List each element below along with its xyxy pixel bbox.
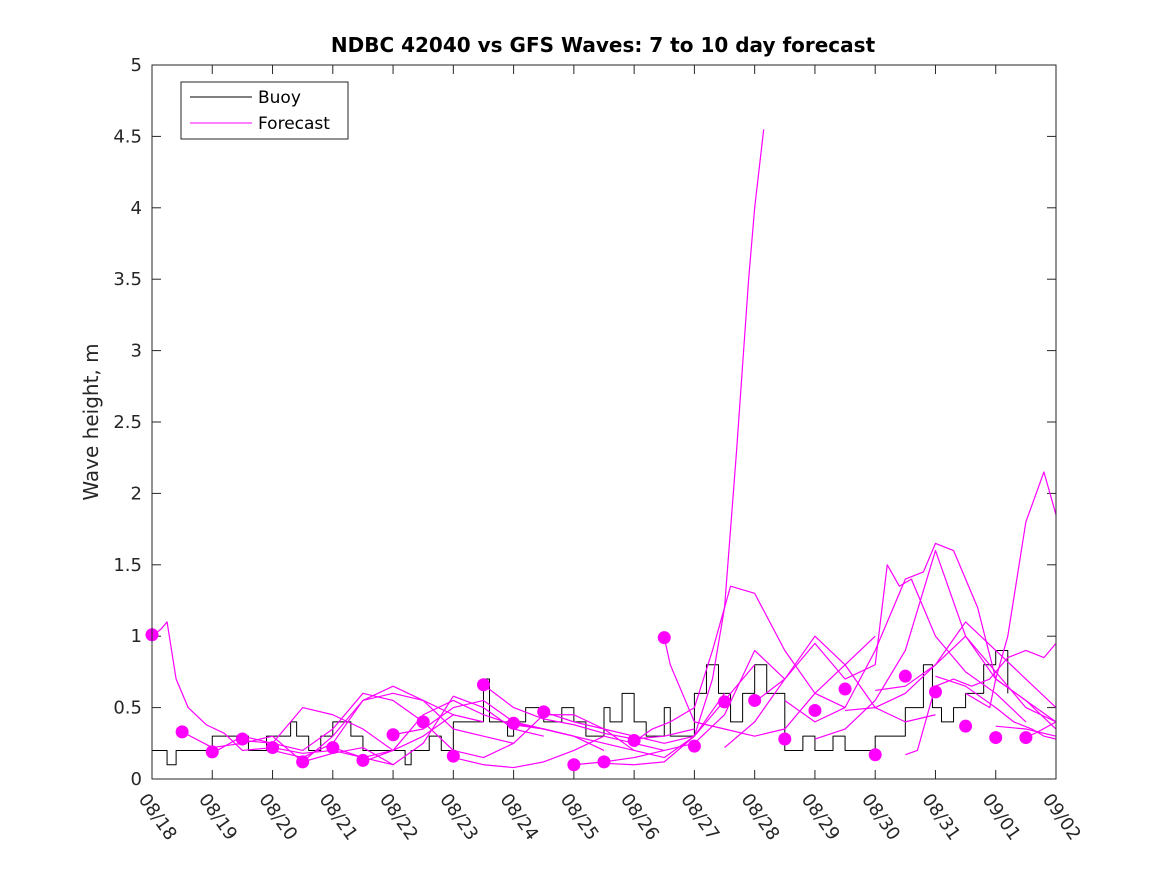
- forecast-series-line: [754, 564, 1027, 723]
- forecast-start-point: [718, 695, 732, 709]
- forecast-start-point: [446, 749, 460, 763]
- forecast-start-point: [597, 755, 611, 769]
- forecast-series-line: [302, 692, 514, 763]
- forecast-series-line: [875, 635, 1057, 723]
- forecast-series-line: [272, 685, 484, 759]
- forecast-start-point: [507, 716, 521, 730]
- forecast-start-point: [868, 748, 882, 762]
- plot-frame: [151, 64, 1057, 780]
- forecast-series-line: [181, 731, 394, 766]
- forecast-start-point: [808, 703, 822, 717]
- y-tick-label: 2: [131, 483, 142, 504]
- forecast-start-point: [175, 725, 189, 739]
- forecast-series-line: [483, 684, 695, 740]
- y-tick-label: 1.5: [113, 555, 142, 576]
- forecast-series-line: [905, 642, 1057, 756]
- legend-box: [180, 81, 349, 140]
- forecast-start-point: [898, 669, 912, 683]
- forecast-start-point: [959, 719, 973, 733]
- forecast-series-line: [935, 675, 1057, 740]
- forecast-start-point: [567, 758, 581, 772]
- legend-label-forecast: Forecast: [258, 114, 330, 134]
- forecast-series-line: [633, 585, 846, 743]
- legend: Buoy Forecast: [180, 81, 349, 140]
- forecast-start-point: [838, 682, 852, 696]
- y-tick-label: 3.5: [113, 269, 142, 290]
- legend-label-buoy: Buoy: [258, 88, 301, 108]
- forecast-start-point: [537, 705, 551, 719]
- chart-title: NDBC 42040 vs GFS Waves: 7 to 10 day for…: [331, 33, 876, 57]
- forecast-start-point: [235, 732, 249, 746]
- y-tick-label: 4: [131, 198, 142, 219]
- forecast-start-point: [296, 755, 310, 769]
- forecast-series-line: [845, 621, 1057, 712]
- forecast-start-point: [205, 745, 219, 759]
- forecast-start-point: [687, 739, 701, 753]
- forecast-series-line: [603, 129, 765, 766]
- forecast-series-line: [814, 549, 1057, 740]
- y-tick-label: 0.5: [113, 698, 142, 719]
- forecast-series-line: [422, 714, 635, 759]
- plot-area: [152, 65, 1056, 779]
- forecast-start-point: [989, 731, 1003, 745]
- forecast-series-line: [995, 725, 1057, 737]
- y-tick-label: 0: [131, 769, 142, 790]
- forecast-start-point: [657, 631, 671, 645]
- forecast-start-point: [326, 741, 340, 755]
- y-tick-label: 5: [131, 55, 142, 76]
- forecast-start-point: [627, 733, 641, 747]
- forecast-series-line: [965, 471, 1057, 709]
- forecast-start-point: [748, 693, 762, 707]
- forecast-start-point: [476, 678, 490, 692]
- y-tick-label: 1: [131, 626, 142, 647]
- y-axis-label: Wave height, m: [79, 343, 103, 500]
- y-tick-label: 2.5: [113, 412, 142, 433]
- forecast-start-point: [1019, 731, 1033, 745]
- forecast-start-point: [416, 715, 430, 729]
- forecast-start-point: [928, 685, 942, 699]
- y-tick-label: 4.5: [113, 126, 142, 147]
- forecast-start-markers: [145, 628, 1033, 772]
- forecast-start-point: [778, 732, 792, 746]
- forecast-start-point: [386, 728, 400, 742]
- forecast-series-line: [663, 635, 876, 737]
- y-tick-label: 3: [131, 341, 142, 362]
- forecast-series-line: [543, 664, 756, 744]
- forecast-start-point: [356, 753, 370, 767]
- forecast-start-point: [266, 741, 280, 755]
- forecast-series-line: [724, 635, 936, 749]
